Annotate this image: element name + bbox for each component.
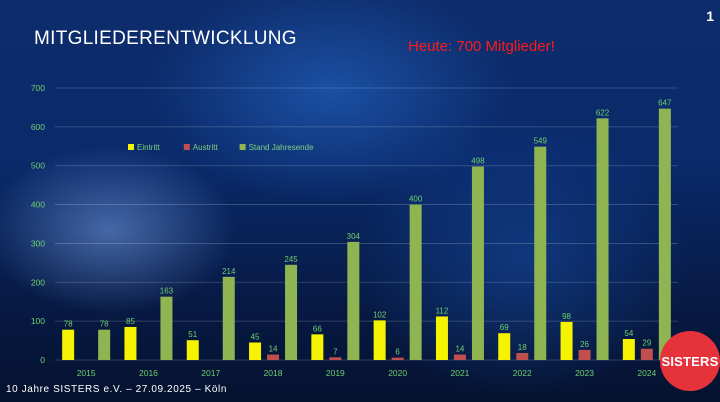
bar-austritt [516,353,529,360]
y-tick-label: 200 [31,277,45,287]
footer-text: 10 Jahre SISTERS e.V. – 27.09.2025 – Köl… [6,384,228,395]
legend-label: Eintritt [137,143,160,152]
data-label: 66 [313,324,322,333]
data-label: 549 [534,137,548,146]
data-label: 78 [100,320,109,329]
x-tick-label: 2018 [264,368,283,378]
bar-eintritt [311,334,324,360]
bar-austritt [329,357,342,360]
legend-label: Stand Jahresende [249,143,314,152]
logo-text: SISTERS [661,353,719,369]
headline: Heute: 700 Mitglieder! [408,38,555,55]
data-label: 29 [642,339,651,348]
data-label: 245 [284,255,298,264]
data-label: 647 [658,99,672,108]
data-label: 78 [64,320,73,329]
data-label: 7 [333,347,338,356]
data-label: 14 [269,345,278,354]
bar-eintritt [62,329,75,360]
bar-austritt [267,354,280,360]
data-label: 112 [436,306,449,315]
x-tick-label: 2024 [637,368,656,378]
bar-stand [160,296,173,360]
x-tick-label: 2022 [513,368,532,378]
data-label: 14 [455,345,464,354]
data-label: 51 [188,330,197,339]
bar-austritt [453,354,466,360]
data-label: 6 [395,348,400,357]
y-tick-label: 0 [40,355,45,365]
bar-stand [658,108,671,360]
bar-eintritt [622,339,635,360]
legend-swatch-austritt [183,144,190,150]
bar-eintritt [186,340,199,360]
bar-eintritt [498,333,511,360]
bar-eintritt [373,320,386,360]
data-label: 214 [222,267,236,276]
data-label: 102 [373,310,387,319]
bar-stand [534,146,547,360]
y-tick-label: 500 [31,161,45,171]
bar-eintritt [435,316,448,360]
data-label: 400 [409,195,423,204]
x-tick-label: 2021 [450,368,469,378]
slide-title: MITGLIEDERENTWICKLUNG [34,28,297,49]
y-tick-label: 300 [31,238,45,248]
data-label: 304 [347,232,361,241]
data-label: 26 [580,340,589,349]
x-tick-label: 2019 [326,368,345,378]
bar-stand [596,118,609,361]
bar-stand [347,241,360,360]
bar-stand [471,166,484,360]
bar-stand [409,204,422,360]
bar-eintritt [560,321,573,360]
data-label: 498 [471,156,485,165]
bar-eintritt [124,326,137,360]
x-tick-label: 2015 [77,368,96,378]
bar-austritt [391,357,404,360]
legend-swatch-eintritt [128,144,134,150]
legend-label: Austritt [193,143,219,152]
page-number: 1 [706,8,714,24]
data-label: 98 [562,312,571,321]
bar-stand [98,329,111,360]
x-tick-label: 2020 [388,368,407,378]
data-label: 163 [160,287,174,296]
bar-stand [222,276,235,360]
bar-stand [285,264,298,360]
legend-swatch-stand [239,144,246,150]
y-tick-label: 400 [31,200,45,210]
y-tick-label: 600 [31,122,45,132]
x-tick-label: 2023 [575,368,594,378]
data-label: 85 [126,317,135,326]
x-tick-label: 2017 [201,368,220,378]
y-tick-label: 100 [31,316,45,326]
data-label: 54 [624,329,633,338]
data-label: 45 [251,333,260,342]
data-label: 622 [596,108,610,117]
x-tick-label: 2016 [139,368,158,378]
bar-austritt [640,348,653,360]
sisters-logo: SISTERS [660,331,720,391]
y-tick-label: 700 [31,83,45,93]
data-label: 18 [518,343,527,352]
bar-eintritt [249,342,262,360]
data-label: 69 [500,323,509,332]
bar-austritt [578,349,591,360]
